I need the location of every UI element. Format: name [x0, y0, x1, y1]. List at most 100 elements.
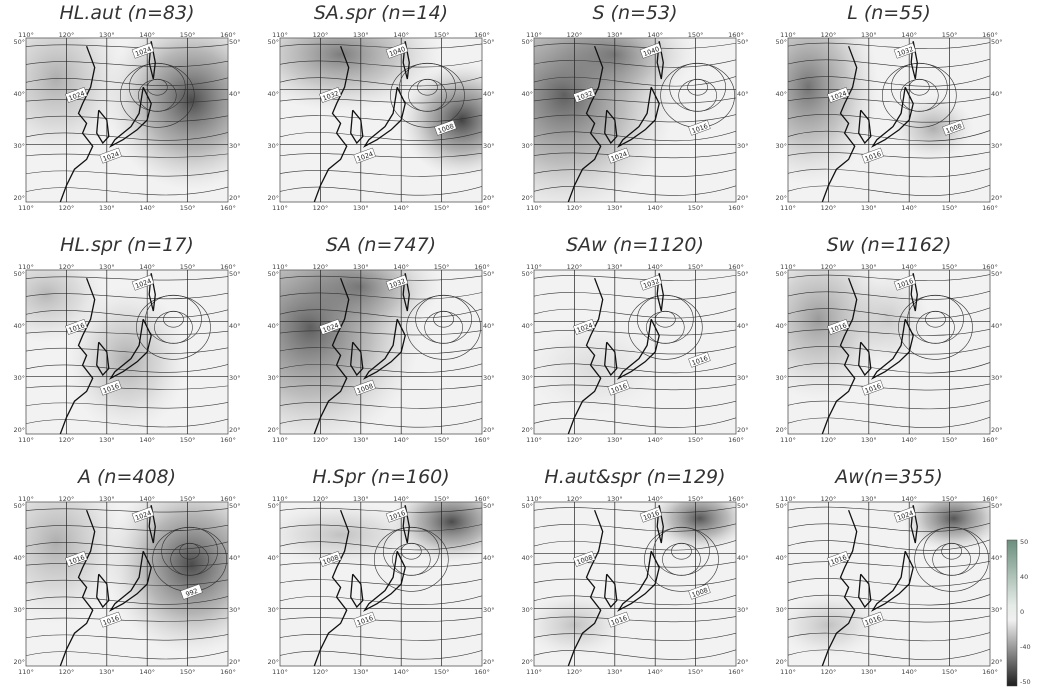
lat-tick-right: 30° [737, 374, 749, 382]
lon-tick-bottom: 160° [220, 204, 236, 212]
lat-tick-right: 20° [991, 194, 1003, 202]
lon-tick-bottom: 120° [313, 436, 329, 444]
lat-tick-left: 20° [267, 658, 279, 666]
lon-tick-top: 150° [180, 495, 196, 503]
isobar-label-box [639, 42, 663, 59]
lon-tick-top: 110° [780, 31, 796, 39]
lat-tick-right: 50° [229, 270, 241, 278]
lon-tick-bottom: 110° [780, 204, 796, 212]
lat-tick-right: 30° [991, 142, 1003, 150]
lon-tick-top: 110° [526, 495, 542, 503]
lat-tick-right: 50° [737, 270, 749, 278]
isobar-label-box [99, 147, 122, 164]
isobar-label-box [573, 87, 596, 103]
lon-tick-bottom: 120° [59, 436, 75, 444]
lon-tick-bottom: 160° [220, 668, 236, 676]
lat-tick-right: 30° [483, 606, 495, 614]
lon-tick-bottom: 140° [139, 436, 155, 444]
isobar-label-box [688, 351, 711, 368]
pressure-map: 101610161016110°110°120°120°130°130°140°… [775, 263, 1002, 444]
lat-tick-right: 50° [229, 38, 241, 46]
lon-tick-bottom: 150° [688, 204, 704, 212]
lon-tick-top: 120° [313, 263, 329, 271]
lat-tick-left: 50° [13, 38, 25, 46]
lon-tick-bottom: 150° [434, 204, 450, 212]
lon-tick-top: 120° [821, 263, 837, 271]
lon-tick-bottom: 130° [607, 204, 623, 212]
lon-tick-bottom: 140° [647, 668, 663, 676]
lat-tick-left: 20° [775, 194, 787, 202]
lat-tick-left: 20° [521, 426, 533, 434]
lon-tick-bottom: 120° [313, 204, 329, 212]
lon-tick-bottom: 140° [139, 204, 155, 212]
lat-tick-right: 20° [483, 658, 495, 666]
lon-tick-top: 140° [901, 263, 917, 271]
lon-tick-top: 110° [780, 263, 796, 271]
lat-tick-right: 40° [737, 554, 749, 562]
lat-tick-right: 50° [483, 502, 495, 510]
lat-tick-left: 40° [267, 322, 279, 330]
lat-tick-right: 30° [229, 606, 241, 614]
lon-tick-top: 120° [567, 263, 583, 271]
lon-tick-bottom: 160° [474, 204, 490, 212]
lon-tick-top: 160° [220, 31, 236, 39]
lon-tick-top: 140° [901, 495, 917, 503]
panel-title: H.Spr (n=160) [312, 466, 450, 488]
isobar-label-box [861, 147, 884, 164]
lon-tick-bottom: 160° [982, 204, 998, 212]
isobar-label-box [319, 87, 342, 103]
lon-tick-bottom: 150° [942, 204, 958, 212]
lat-tick-right: 30° [991, 606, 1003, 614]
lat-tick-right: 40° [229, 90, 241, 98]
lat-tick-left: 30° [775, 142, 787, 150]
lon-tick-top: 120° [313, 495, 329, 503]
lat-tick-left: 40° [13, 90, 25, 98]
color-scale-bar: 50 40 0 -40 -50 [1006, 538, 1031, 687]
lon-tick-top: 160° [474, 31, 490, 39]
isobar-label-box [131, 506, 155, 523]
isobar-lines [280, 275, 482, 428]
isobar-label-box [893, 506, 917, 523]
pressure-map: 1032102410161008110°110°120°120°130°130°… [775, 31, 1002, 212]
lon-tick-top: 150° [942, 495, 958, 503]
pressure-map: 101610081016110°110°120°120°130°130°140°… [267, 495, 494, 676]
lon-tick-bottom: 140° [647, 436, 663, 444]
lat-tick-right: 50° [737, 502, 749, 510]
isobar-label-box [607, 611, 630, 628]
panel-title: L (n=55) [847, 2, 931, 24]
lat-tick-right: 20° [483, 194, 495, 202]
lon-tick-top: 140° [393, 31, 409, 39]
lat-tick-left: 50° [521, 38, 533, 46]
lon-tick-top: 140° [139, 31, 155, 39]
lat-tick-right: 40° [483, 90, 495, 98]
lon-tick-top: 120° [59, 495, 75, 503]
lat-tick-left: 50° [521, 502, 533, 510]
pressure-map: 1032102410161016110°110°120°120°130°130°… [521, 263, 748, 444]
isobar-label-box [639, 506, 663, 523]
lat-tick-right: 40° [737, 90, 749, 98]
lat-tick-right: 40° [991, 90, 1003, 98]
lat-tick-right: 40° [229, 554, 241, 562]
lon-tick-top: 130° [99, 263, 115, 271]
lon-tick-top: 130° [607, 263, 623, 271]
lon-tick-bottom: 110° [780, 436, 796, 444]
isobar-label-box [688, 583, 711, 600]
lon-tick-bottom: 120° [567, 668, 583, 676]
color-scale-tick: -50 [1020, 678, 1031, 686]
lon-tick-top: 110° [780, 495, 796, 503]
isobar-label-box [573, 551, 596, 567]
color-scale-tick: -40 [1020, 643, 1031, 651]
lon-tick-bottom: 110° [272, 436, 288, 444]
lat-tick-right: 50° [229, 502, 241, 510]
isobar-label-box [65, 87, 88, 103]
lat-tick-left: 30° [267, 606, 279, 614]
lon-tick-top: 140° [139, 495, 155, 503]
lat-tick-left: 50° [13, 502, 25, 510]
lat-tick-left: 40° [267, 90, 279, 98]
isobar-label-box [942, 119, 965, 136]
lon-tick-top: 120° [567, 495, 583, 503]
lon-tick-bottom: 150° [180, 436, 196, 444]
lon-tick-top: 150° [434, 495, 450, 503]
lat-tick-left: 30° [521, 142, 533, 150]
lon-tick-top: 160° [728, 263, 744, 271]
